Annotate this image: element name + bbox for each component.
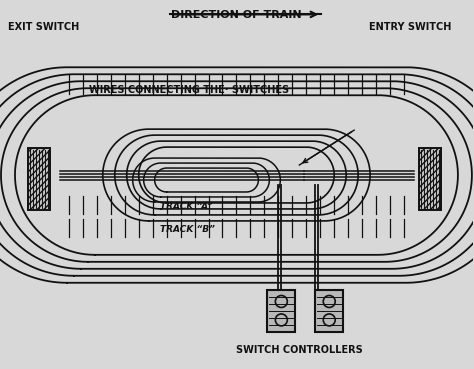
Bar [28,148,50,210]
Text: DIRECTION OF TRAIN: DIRECTION OF TRAIN [171,10,302,20]
Text: WIRES CONNECTING THE· SWITCHES: WIRES CONNECTING THE· SWITCHES [90,85,290,95]
Text: TRACK “B”: TRACK “B” [160,225,215,234]
Bar [315,290,343,332]
Text: TRACK “A”: TRACK “A” [160,203,212,211]
Text: SWITCH CONTROLLERS: SWITCH CONTROLLERS [236,345,363,355]
Text: EXIT SWITCH: EXIT SWITCH [8,23,79,32]
Bar [267,290,295,332]
Text: ENTRY SWITCH: ENTRY SWITCH [369,23,452,32]
Bar [419,148,441,210]
